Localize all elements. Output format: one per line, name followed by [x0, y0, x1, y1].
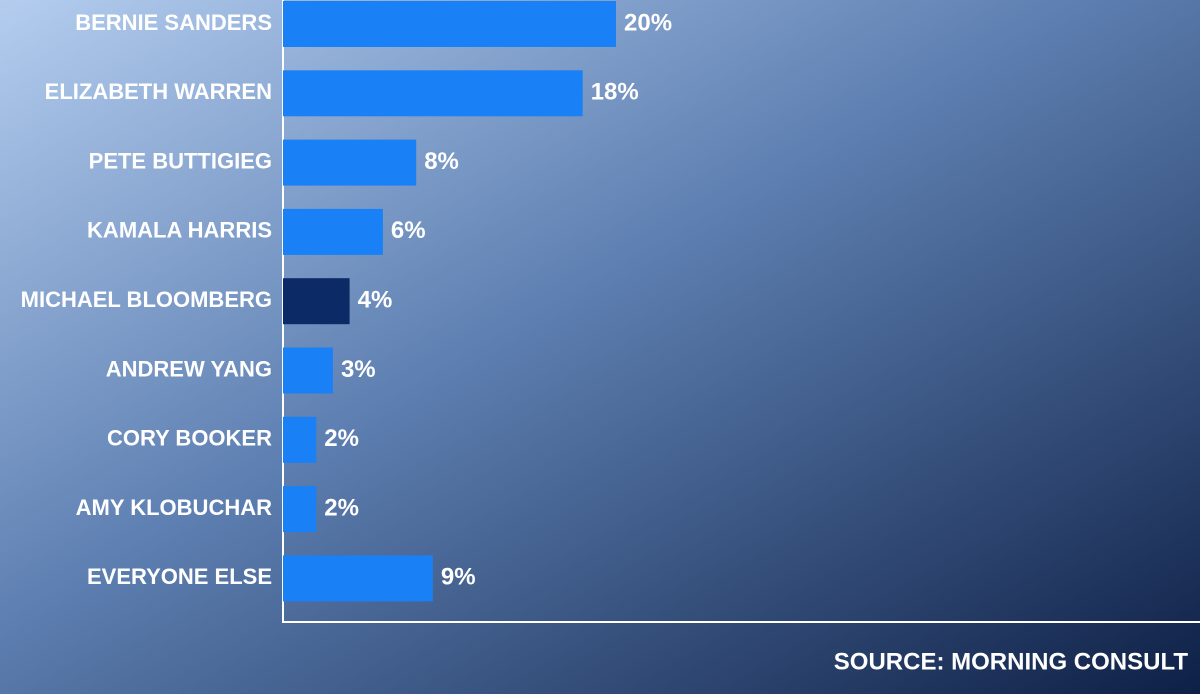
bar	[283, 486, 317, 533]
category-label: EVERYONE ELSE	[87, 564, 272, 589]
value-label: 6%	[391, 217, 426, 244]
bar	[283, 347, 333, 394]
bar	[283, 278, 350, 325]
source: SOURCE: MORNING CONSULT	[834, 648, 1189, 675]
category-label: AMY KLOBUCHAR	[76, 495, 272, 520]
bar	[283, 1, 616, 47]
category-label: ELIZABETH WARREN	[45, 79, 272, 104]
category-label: KAMALA HARRIS	[87, 218, 272, 243]
category-label: MICHAEL BLOOMBERG	[21, 287, 272, 312]
category-label: ANDREW YANG	[106, 356, 272, 381]
value-label: 8%	[424, 148, 459, 175]
value-label: 2%	[324, 494, 359, 521]
value-label: 3%	[341, 356, 376, 383]
category-label: CORY BOOKER	[107, 426, 272, 451]
bar	[283, 208, 383, 255]
category-label: PETE BUTTIGIEG	[89, 148, 272, 173]
category-label: BERNIE SANDERS	[75, 10, 272, 35]
value-label: 20%	[624, 9, 672, 36]
value-label: 4%	[358, 287, 393, 314]
value-label: 9%	[441, 564, 476, 591]
value-label: 18%	[591, 79, 639, 106]
bar	[283, 139, 417, 186]
bar	[283, 555, 433, 602]
value-label: 2%	[324, 425, 359, 452]
bar	[283, 416, 317, 463]
bar	[283, 70, 583, 117]
